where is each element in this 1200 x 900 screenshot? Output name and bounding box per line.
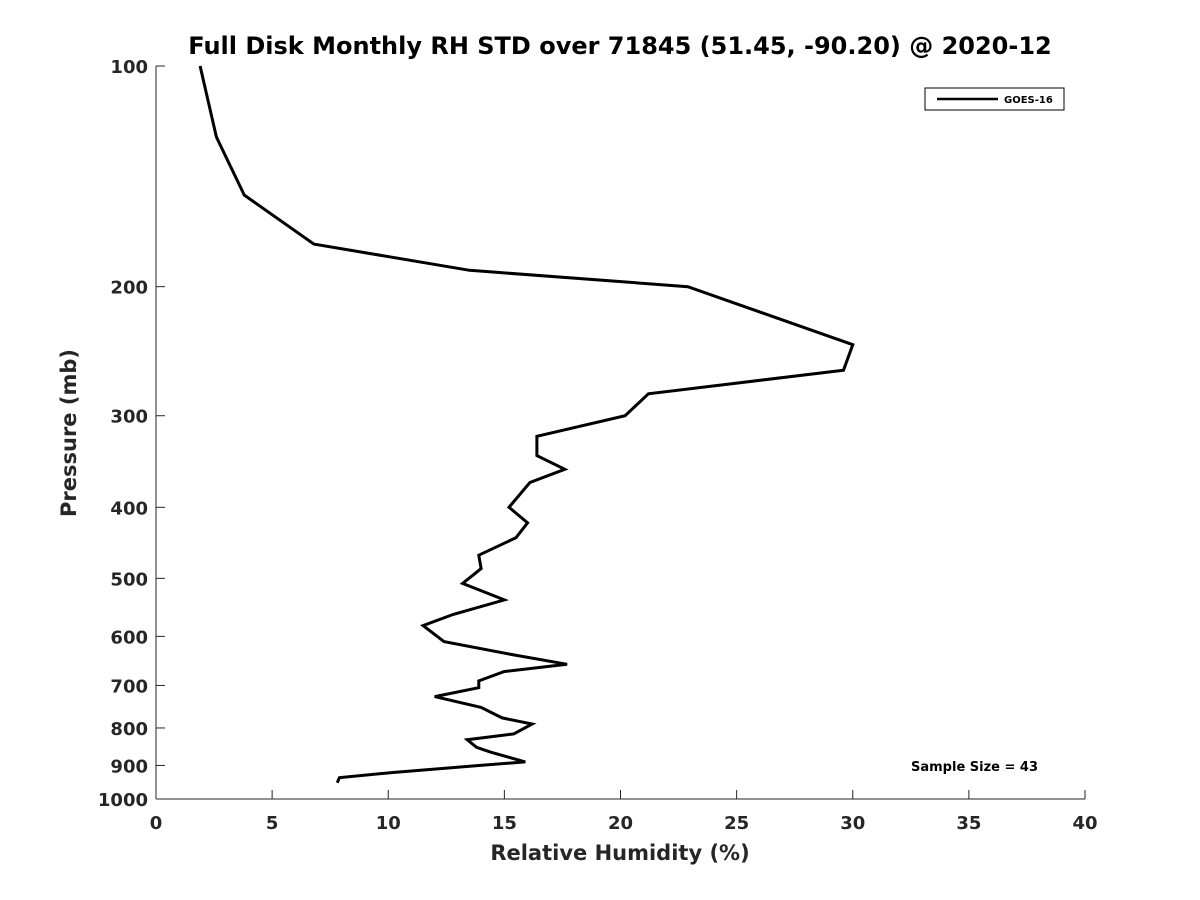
y-tick-label: 400 <box>110 498 148 519</box>
series-layer <box>198 65 855 784</box>
x-tick-label: 5 <box>266 813 279 834</box>
x-tick-label: 0 <box>150 813 163 834</box>
axes: 0 5 10 15 20 25 30 35 40 100 200 300 400 500 600 700 800… <box>98 57 1098 834</box>
series-line-goes-16 <box>198 65 855 784</box>
legend-label-goes-16: GOES-16 <box>1004 95 1053 106</box>
y-tick-label: 300 <box>110 407 148 428</box>
x-tick-label: 10 <box>376 813 401 834</box>
y-tick-label: 600 <box>110 627 148 648</box>
x-tick-label: 15 <box>492 813 517 834</box>
y-tick-label: 500 <box>110 569 148 590</box>
x-tick-label: 20 <box>608 813 633 834</box>
sample-size-annotation: Sample Size = 43 <box>911 760 1038 775</box>
x-tick-label: 30 <box>840 813 865 834</box>
x-axis-label: Relative Humidity (%) <box>490 841 749 865</box>
y-tick-label: 800 <box>110 719 148 740</box>
legend: GOES-16 <box>924 87 1065 111</box>
x-tick-label: 25 <box>724 813 749 834</box>
chart-title: Full Disk Monthly RH STD over 71845 (51.… <box>188 32 1051 60</box>
y-tick-label: 100 <box>110 57 148 78</box>
y-tick-label: 200 <box>110 278 148 299</box>
y-axis-label: Pressure (mb) <box>57 349 81 517</box>
y-tick-label: 900 <box>110 756 148 777</box>
y-tick-label: 1000 <box>98 790 148 811</box>
y-tick-label: 700 <box>110 676 148 697</box>
x-tick-label: 35 <box>956 813 981 834</box>
x-tick-label: 40 <box>1072 813 1097 834</box>
